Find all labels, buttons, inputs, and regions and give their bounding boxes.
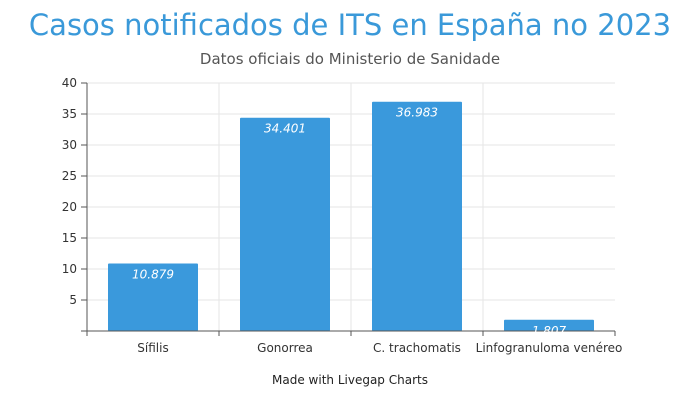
y-tick-label: 10 <box>62 262 77 276</box>
bar-data-label: 10.879 <box>132 268 174 282</box>
bar-data-label: 1.807 <box>532 324 567 338</box>
bar-3 <box>504 319 594 331</box>
bars-layer <box>108 101 594 331</box>
y-tick-label: 40 <box>62 76 77 90</box>
chart-title: Casos notificados de ITS en España no 20… <box>28 8 672 42</box>
y-tick-label: 25 <box>62 169 77 183</box>
y-tick-label: 35 <box>62 107 77 121</box>
bar-0 <box>108 263 198 331</box>
grid-layer <box>87 82 615 331</box>
chart-footer-credit: Made with Livegap Charts <box>272 373 428 387</box>
y-tick-label: 5 <box>69 293 77 307</box>
x-category-label: Sífilis <box>137 341 168 355</box>
x-category-label: C. trachomatis <box>373 341 461 355</box>
axis-layer <box>81 82 616 336</box>
bar-2 <box>372 101 462 331</box>
chart-subtitle: Datos oficiais do Ministerio de Sanidade <box>199 50 501 68</box>
bar-data-label: 36.983 <box>396 106 438 120</box>
y-tick-label: 30 <box>62 138 77 152</box>
x-category-label: Linfogranuloma venéreo <box>476 341 623 355</box>
y-tick-label: 20 <box>62 200 77 214</box>
x-category-label: Gonorrea <box>257 341 313 355</box>
labels-layer: 5 10 15 20 25 30 35 40 10.879 Sífilis 34.401 Gonorr… <box>62 76 623 355</box>
bar-1 <box>240 117 330 331</box>
y-tick-label: 15 <box>62 231 77 245</box>
bar-data-label: 34.401 <box>264 122 306 136</box>
